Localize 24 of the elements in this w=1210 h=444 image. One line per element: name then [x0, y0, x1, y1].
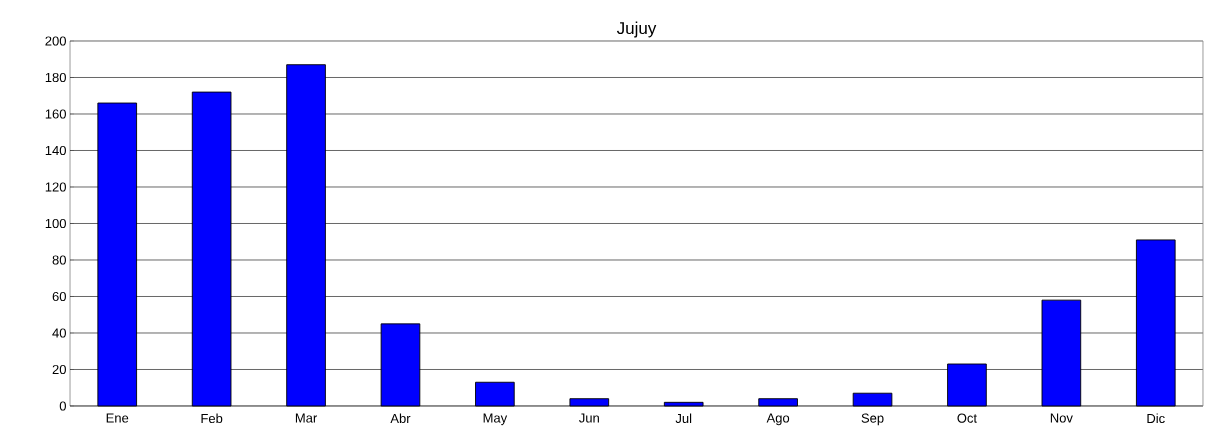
y-tick-label: 180: [45, 72, 66, 83]
y-tick-label: 40: [52, 328, 66, 338]
y-tick-label: 0: [59, 401, 66, 411]
y-tick-label: 120: [45, 182, 66, 192]
y-tick-label: 100: [45, 218, 66, 229]
y-tick-label: 60: [52, 291, 66, 302]
y-tick-label: 20: [52, 364, 66, 375]
x-tick-label: Oct: [957, 413, 977, 423]
chart-title: Jujuy: [616, 21, 657, 38]
y-tick-label: 140: [45, 145, 66, 156]
x-tick-label: Mar: [295, 413, 318, 423]
x-tick-label: Dic: [1147, 413, 1165, 424]
y-tick-label: 200: [45, 36, 66, 46]
x-tick-label: Jun: [579, 413, 599, 423]
x-tick-label: Ene: [106, 413, 129, 423]
x-tick-label: Feb: [201, 413, 223, 424]
x-tick-label: Nov: [1050, 413, 1073, 423]
x-tick-label: Abr: [390, 413, 411, 424]
y-tick-label: 80: [52, 255, 66, 265]
x-tick-label: Jul: [675, 413, 692, 424]
x-tick-label: Sep: [861, 413, 884, 426]
y-tick-label: 160: [45, 109, 66, 119]
x-tick-label: May: [483, 413, 508, 426]
x-tick-label: Ago: [766, 413, 790, 426]
